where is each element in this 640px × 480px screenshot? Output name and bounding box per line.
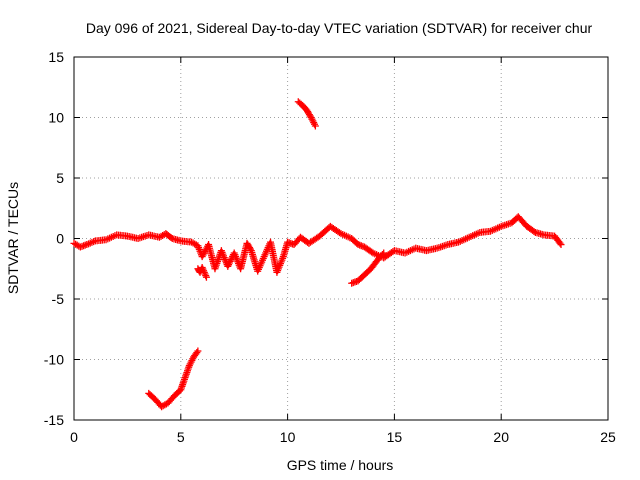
data-point bbox=[224, 262, 232, 270]
x-tick-label: 15 bbox=[387, 429, 403, 445]
x-tick-label: 25 bbox=[600, 429, 616, 445]
plus-marker bbox=[378, 250, 386, 258]
x-tick-label: 5 bbox=[177, 429, 185, 445]
plus-marker bbox=[202, 272, 210, 280]
data-point bbox=[194, 347, 202, 355]
series-dip-near-13h bbox=[348, 249, 388, 287]
data-point bbox=[311, 122, 319, 130]
plus-marker bbox=[530, 227, 538, 235]
x-tick-label: 0 bbox=[70, 429, 78, 445]
plus-marker bbox=[193, 349, 201, 357]
plus-marker bbox=[226, 257, 234, 265]
y-tick-label: -15 bbox=[44, 412, 64, 428]
x-tick-labels: 0 5 10 15 20 25 bbox=[70, 429, 616, 445]
x-tick-label: 20 bbox=[493, 429, 509, 445]
y-tick-label: -5 bbox=[52, 291, 65, 307]
data-points bbox=[70, 98, 565, 411]
y-tick-label: 15 bbox=[48, 49, 64, 65]
plus-marker bbox=[201, 270, 209, 278]
plus-marker bbox=[227, 256, 235, 264]
y-tick-label: 0 bbox=[56, 231, 64, 247]
plus-marker bbox=[200, 268, 208, 276]
y-tick-label: 5 bbox=[56, 170, 64, 186]
series-low-arc bbox=[145, 347, 202, 411]
series-main bbox=[70, 213, 565, 276]
plus-marker bbox=[199, 265, 207, 273]
y-tick-label: -10 bbox=[44, 352, 64, 368]
plus-marker bbox=[225, 259, 233, 267]
series-high-arc bbox=[294, 98, 319, 130]
y-tick-label: 10 bbox=[48, 110, 64, 126]
plus-marker bbox=[200, 267, 208, 275]
chart-title: Day 096 of 2021, Sidereal Day-to-day VTE… bbox=[86, 20, 593, 36]
data-point bbox=[380, 249, 388, 257]
plus-marker bbox=[246, 245, 254, 253]
plus-marker bbox=[167, 234, 175, 242]
x-tick-label: 10 bbox=[280, 429, 296, 445]
y-axis-label: SDTVAR / TECUs bbox=[5, 182, 21, 294]
x-axis-label: GPS time / hours bbox=[287, 457, 394, 473]
data-point bbox=[202, 273, 210, 281]
plus-marker bbox=[556, 239, 564, 247]
ticks bbox=[73, 56, 609, 421]
series-outlier-near-6h bbox=[194, 264, 210, 281]
data-point bbox=[198, 264, 206, 272]
plus-marker bbox=[225, 261, 233, 269]
data-point bbox=[557, 241, 565, 249]
grid bbox=[74, 57, 608, 420]
y-tick-labels: -15 -10 -5 0 5 10 15 bbox=[44, 49, 64, 428]
